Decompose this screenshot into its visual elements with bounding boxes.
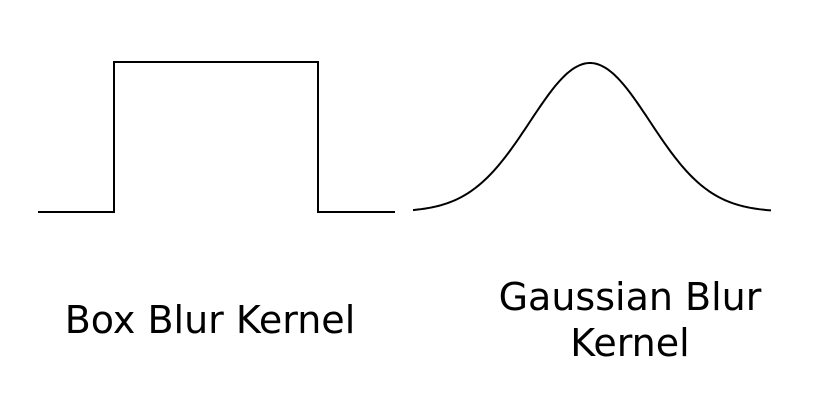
gaussian-kernel-label-line-2: Kernel xyxy=(570,321,690,365)
box-kernel-label: Box Blur Kernel xyxy=(64,298,356,342)
gaussian-kernel-label-line-1: Gaussian Blur xyxy=(498,275,762,319)
box-kernel-curve xyxy=(38,61,395,213)
gaussian-kernel-curve xyxy=(412,62,772,212)
gaussian-kernel-caption: Gaussian Blur Kernel xyxy=(450,274,810,366)
box-kernel-caption: Box Blur Kernel xyxy=(30,297,390,343)
